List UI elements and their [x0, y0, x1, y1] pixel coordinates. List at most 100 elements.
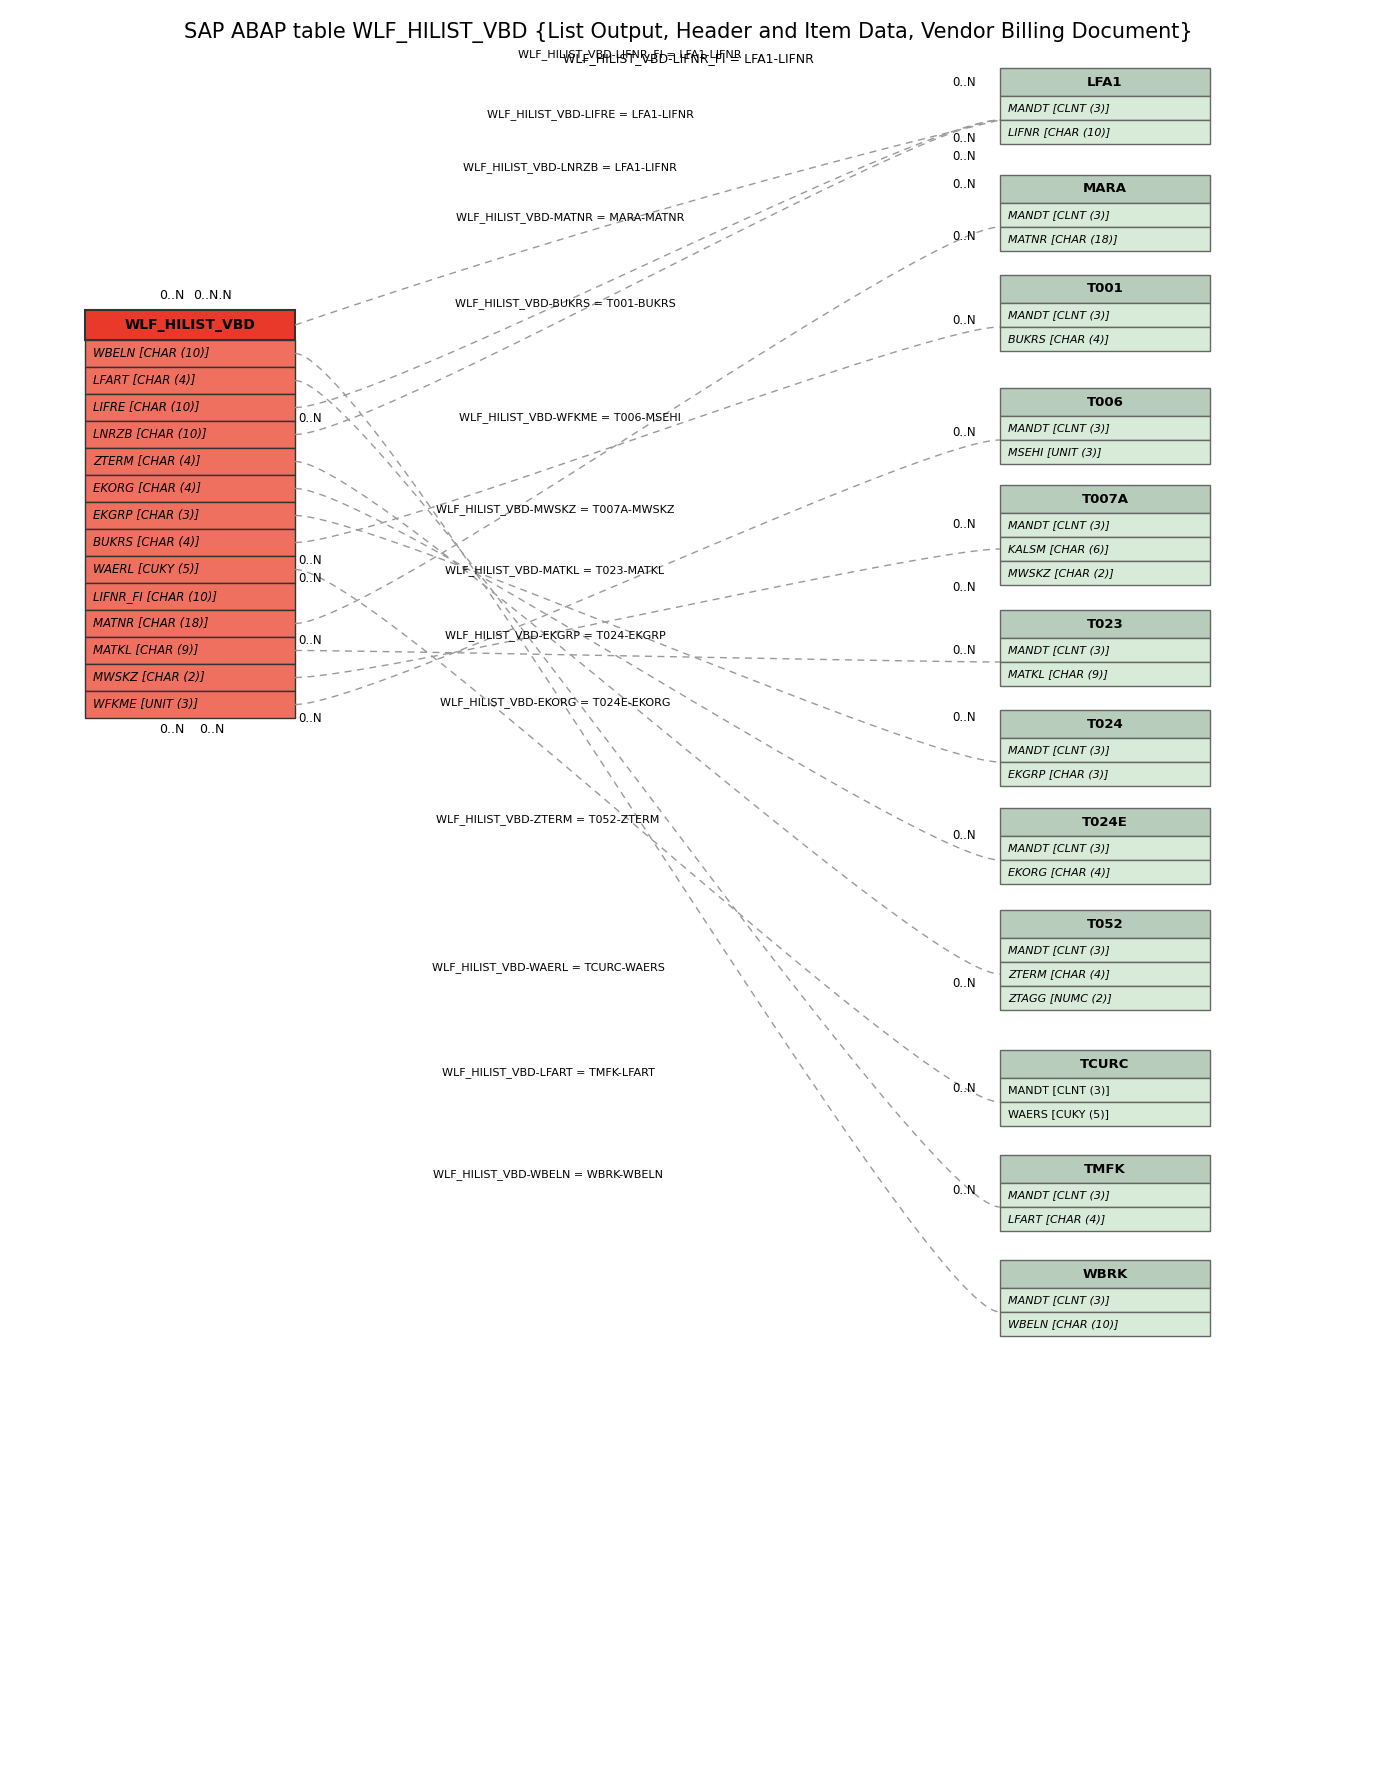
Text: WBELN [CHAR (10)]: WBELN [CHAR (10)] [1008, 1320, 1118, 1328]
Text: WLF_HILIST_VBD-MATKL = T023-MATKL: WLF_HILIST_VBD-MATKL = T023-MATKL [445, 565, 665, 577]
Text: MWSKZ [CHAR (2)]: MWSKZ [CHAR (2)] [1008, 568, 1114, 577]
Text: MANDT [CLNT (3)]: MANDT [CLNT (3)] [1008, 103, 1110, 114]
Bar [1000, 1183, 1210, 1208]
Text: WBELN [CHAR (10)]: WBELN [CHAR (10)] [94, 346, 209, 361]
Bar [1000, 176, 1210, 202]
Text: BUKRS [CHAR (4)]: BUKRS [CHAR (4)] [1008, 334, 1108, 345]
Bar [1000, 440, 1210, 464]
Text: 0..N: 0..N [297, 412, 322, 424]
Bar [1000, 710, 1210, 739]
Text: MATNR [CHAR (18)]: MATNR [CHAR (18)] [1008, 234, 1118, 243]
Text: WLF_HILIST_VBD-WFKME = T006-MSEHI: WLF_HILIST_VBD-WFKME = T006-MSEHI [459, 412, 682, 423]
Text: WLF_HILIST_VBD-EKGRP = T024-EKGRP: WLF_HILIST_VBD-EKGRP = T024-EKGRP [445, 630, 665, 641]
Bar [1000, 536, 1210, 561]
Bar [1000, 67, 1210, 96]
Bar [1000, 609, 1210, 638]
Text: T024E: T024E [1082, 815, 1128, 828]
Text: 0..N: 0..N [297, 554, 322, 567]
Text: WLF_HILIST_VBD: WLF_HILIST_VBD [124, 318, 256, 332]
Text: MATKL [CHAR (9)]: MATKL [CHAR (9)] [1008, 670, 1108, 678]
Bar [85, 474, 295, 503]
Bar [1000, 561, 1210, 584]
Bar [1000, 762, 1210, 787]
Text: MATNR [CHAR (18)]: MATNR [CHAR (18)] [94, 616, 208, 630]
Bar [1000, 227, 1210, 250]
Text: 0..N: 0..N [160, 723, 185, 735]
Text: TCURC: TCURC [1081, 1057, 1129, 1071]
Text: 0..N: 0..N [952, 977, 976, 989]
Text: MANDT [CLNT (3)]: MANDT [CLNT (3)] [1008, 1295, 1110, 1305]
Text: LFA1: LFA1 [1088, 76, 1122, 89]
Bar [1000, 96, 1210, 121]
Bar [1000, 1288, 1210, 1312]
Text: 0..N: 0..N [952, 76, 976, 89]
Bar [1000, 836, 1210, 860]
Text: LIFRE [CHAR (10)]: LIFRE [CHAR (10)] [94, 401, 200, 414]
Text: MANDT [CLNT (3)]: MANDT [CLNT (3)] [1008, 645, 1110, 655]
Text: LFART [CHAR (4)]: LFART [CHAR (4)] [1008, 1215, 1106, 1224]
Text: 0..N: 0..N [297, 572, 322, 584]
Text: MANDT [CLNT (3)]: MANDT [CLNT (3)] [1008, 844, 1110, 852]
Bar [85, 339, 295, 368]
Bar [1000, 1078, 1210, 1101]
Text: EKGRP [CHAR (3)]: EKGRP [CHAR (3)] [94, 510, 200, 522]
Bar [1000, 1312, 1210, 1336]
Text: 0..N: 0..N [952, 828, 976, 842]
Text: WLF_HILIST_VBD-EKORG = T024E-EKORG: WLF_HILIST_VBD-EKORG = T024E-EKORG [439, 698, 671, 709]
Bar [1000, 304, 1210, 327]
Text: MANDT [CLNT (3)]: MANDT [CLNT (3)] [1008, 311, 1110, 320]
Bar [85, 311, 295, 339]
Bar [1000, 860, 1210, 884]
Text: EKORG [CHAR (4)]: EKORG [CHAR (4)] [1008, 867, 1110, 877]
Text: 0..N: 0..N [952, 426, 976, 439]
Text: MANDT [CLNT (3)]: MANDT [CLNT (3)] [1008, 210, 1110, 220]
Bar [1000, 739, 1210, 762]
Text: LIFNR_FI [CHAR (10)]: LIFNR_FI [CHAR (10)] [94, 590, 218, 604]
Text: 0..N: 0..N [952, 179, 976, 192]
Text: 0..N: 0..N [297, 712, 322, 725]
Bar [1000, 121, 1210, 144]
Bar [1000, 808, 1210, 836]
Text: 0..N: 0..N [952, 643, 976, 657]
Text: WAERL [CUKY (5)]: WAERL [CUKY (5)] [94, 563, 200, 575]
Bar [85, 394, 295, 421]
Text: TMFK: TMFK [1084, 1163, 1126, 1176]
Text: WLF_HILIST_VBD-LIFNR_FI = LFA1-LIFNR: WLF_HILIST_VBD-LIFNR_FI = LFA1-LIFNR [563, 52, 814, 66]
Text: T023: T023 [1086, 618, 1124, 630]
Bar [85, 448, 295, 474]
Bar [1000, 327, 1210, 352]
Text: 0..N: 0..N [952, 149, 976, 162]
Bar [85, 583, 295, 609]
Bar [1000, 986, 1210, 1011]
Text: 0..N: 0..N [200, 723, 224, 735]
Text: WLF_HILIST_VBD-ZTERM = T052-ZTERM: WLF_HILIST_VBD-ZTERM = T052-ZTERM [437, 815, 660, 826]
Text: MANDT [CLNT (3)]: MANDT [CLNT (3)] [1008, 1190, 1110, 1201]
Text: EKORG [CHAR (4)]: EKORG [CHAR (4)] [94, 481, 201, 496]
Text: MWSKZ [CHAR (2)]: MWSKZ [CHAR (2)] [94, 671, 205, 684]
Bar [1000, 938, 1210, 963]
Bar [1000, 1050, 1210, 1078]
Text: WLF_HILIST_VBD-MWSKZ = T007A-MWSKZ: WLF_HILIST_VBD-MWSKZ = T007A-MWSKZ [435, 504, 675, 515]
Bar [85, 421, 295, 448]
Bar [1000, 416, 1210, 440]
Text: WBRK: WBRK [1082, 1268, 1128, 1280]
Bar [85, 556, 295, 583]
Bar [1000, 638, 1210, 662]
Text: WLF_HILIST_VBD-MATNR = MARA-MATNR: WLF_HILIST_VBD-MATNR = MARA-MATNR [456, 213, 684, 224]
Bar [85, 691, 295, 718]
Text: MANDT [CLNT (3)]: MANDT [CLNT (3)] [1008, 744, 1110, 755]
Bar [85, 368, 295, 394]
Bar [1000, 1154, 1210, 1183]
Text: MANDT [CLNT (3)]: MANDT [CLNT (3)] [1008, 520, 1110, 529]
Text: MATKL [CHAR (9)]: MATKL [CHAR (9)] [94, 645, 198, 657]
Text: LIFNR [CHAR (10)]: LIFNR [CHAR (10)] [1008, 128, 1110, 137]
Text: LNRZB [CHAR (10)]: LNRZB [CHAR (10)] [94, 428, 207, 440]
Text: MARA: MARA [1082, 183, 1126, 195]
Bar [1000, 485, 1210, 513]
Text: ZTERM [CHAR (4)]: ZTERM [CHAR (4)] [94, 455, 201, 469]
Text: WLF_HILIST_VBD-BUKRS = T001-BUKRS: WLF_HILIST_VBD-BUKRS = T001-BUKRS [454, 298, 675, 309]
Bar [1000, 275, 1210, 304]
Text: T052: T052 [1086, 918, 1124, 931]
Bar [85, 529, 295, 556]
Bar [1000, 1259, 1210, 1288]
